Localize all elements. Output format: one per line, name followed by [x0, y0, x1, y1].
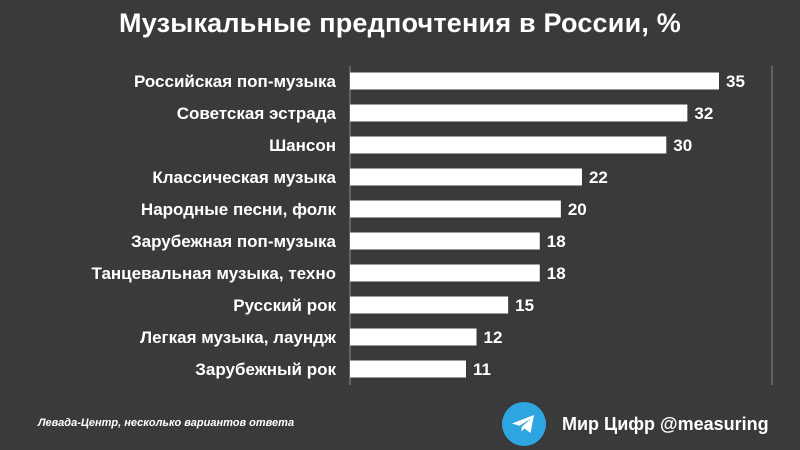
category-label: Танцевальная музыка, техно: [91, 264, 336, 283]
category-label: Русский рок: [233, 296, 336, 315]
bar: [350, 200, 561, 218]
value-label: 35: [726, 72, 745, 91]
bar: [350, 168, 582, 186]
value-label: 12: [484, 328, 503, 347]
bar: [350, 328, 477, 346]
category-label: Зарубежный рок: [195, 360, 336, 379]
category-label: Народные песни, фолк: [141, 200, 337, 219]
value-label: 32: [694, 104, 713, 123]
bar: [350, 296, 509, 314]
category-label: Российская поп-музыка: [134, 72, 337, 91]
bar: [350, 136, 667, 154]
chart-title: Музыкальные предпочтения в России, %: [119, 8, 681, 38]
bar: [350, 264, 540, 282]
value-label: 18: [547, 264, 566, 283]
value-label: 11: [473, 360, 491, 379]
telegram-icon: [502, 402, 546, 446]
source-note: Левада-Центр, несколько вариантов ответа: [38, 417, 295, 429]
category-label: Легкая музыка, лаундж: [140, 328, 337, 347]
value-label: 30: [673, 136, 692, 155]
value-label: 20: [568, 200, 587, 219]
category-label: Советская эстрада: [177, 104, 337, 123]
bar: [350, 232, 540, 250]
bar: [350, 104, 688, 122]
category-label: Классическая музыка: [152, 168, 336, 187]
brand-name: Мир Цифр @measuring: [562, 413, 769, 434]
value-label: 15: [515, 296, 534, 315]
bar: [350, 72, 719, 90]
brand-block[interactable]: Мир Цифр @measuring: [502, 402, 769, 446]
value-label: 22: [589, 168, 608, 187]
category-label: Шансон: [269, 136, 336, 155]
category-label: Зарубежная поп-музыка: [131, 232, 337, 251]
value-label: 18: [547, 232, 566, 251]
bar: [350, 360, 466, 378]
